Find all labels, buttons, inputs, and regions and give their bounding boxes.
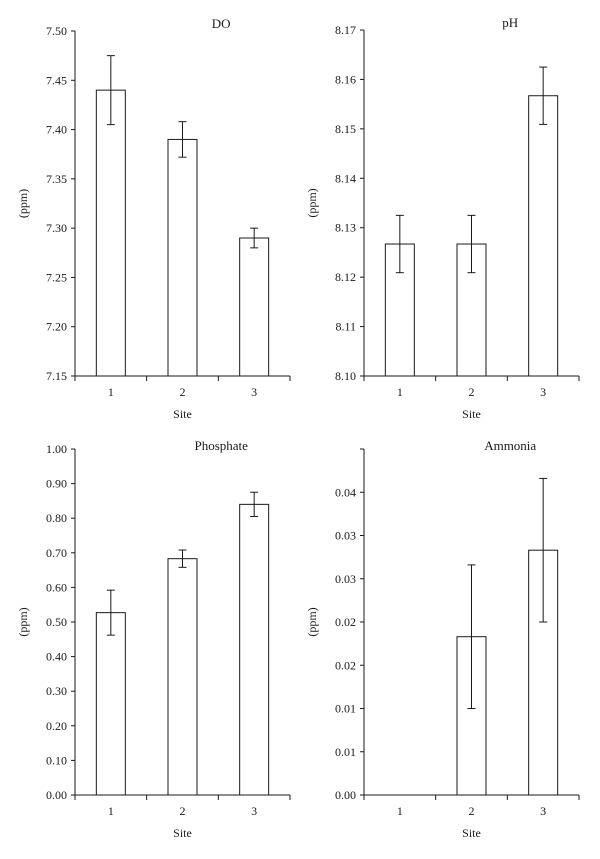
chart-do-x-label: Site [173, 407, 192, 421]
chart-phosphate-y-tick-label: 0.40 [46, 650, 67, 664]
chart-phosphate-y-tick-label: 0.30 [46, 684, 67, 698]
chart-ph-y-tick-label: 8.14 [335, 171, 356, 185]
chart-do-svg: 7.15 7.20 7.25 7.30 7.35 7.40 7.45 7.50 1 2 3 DO Sit… [16, 16, 291, 421]
chart-phosphate-bar [167, 558, 198, 796]
chart-phosphate-y-tick-label: 0.50 [46, 615, 67, 629]
chart-phosphate-x-label: Site [173, 826, 192, 840]
chart-phosphate-title: Phosphate [194, 438, 248, 453]
chart-ph-y-tick-label: 8.16 [335, 72, 356, 86]
chart-phosphate-y-tick-label: 1.00 [46, 442, 67, 456]
chart-ph-y-tick-label: 8.13 [335, 221, 356, 235]
chart-ph-y-tick-label: 8.10 [335, 369, 356, 383]
chart-ph: 8.10 8.11 8.12 8.13 8.14 8.15 8.16 8.17 1 2 3 pH Sit… [300, 0, 600, 430]
chart-do-bar [239, 237, 270, 377]
chart-do-x-tick-label: 1 [108, 385, 114, 399]
chart-ph-x-label: Site [462, 407, 481, 421]
chart-do-y-tick-label: 7.20 [46, 320, 67, 334]
chart-phosphate: 0.00 0.10 0.20 0.30 0.40 0.50 0.60 0.70 0.80 0.90… [0, 430, 300, 859]
chart-phosphate-x-tick-label: 2 [180, 804, 186, 818]
chart-phosphate-y-tick-label: 0.00 [46, 788, 67, 802]
chart-do-y-tick-label: 7.40 [46, 123, 67, 137]
chart-phosphate-y-tick-label: 0.10 [46, 753, 67, 767]
chart-ph-x-tick-label: 2 [469, 385, 475, 399]
chart-ammonia-x-tick-label: 1 [397, 804, 403, 818]
chart-ammonia-y-tick-label: 0.01 [335, 702, 356, 716]
chart-do-y-tick-label: 7.35 [46, 172, 67, 186]
chart-ammonia-y-tick-label: 0.02 [335, 615, 356, 629]
chart-ph-title: pH [502, 15, 518, 30]
chart-ammonia-svg: 0.00 0.01 0.01 0.02 0.02 0.03 0.03 0.04 1 2 3 Ammon… [305, 438, 580, 840]
chart-phosphate-y-tick-label: 0.80 [46, 511, 67, 525]
chart-ph-y-label: (ppm) [305, 188, 319, 217]
chart-ph-y-tick-label: 8.17 [335, 23, 356, 37]
chart-phosphate-x-tick-label: 3 [251, 804, 257, 818]
chart-do-y-tick-label: 7.15 [46, 369, 67, 383]
chart-do-bar [95, 89, 126, 377]
chart-phosphate-y-tick-label: 0.60 [46, 580, 67, 594]
chart-ammonia-y-tick-label: 0.00 [335, 788, 356, 802]
chart-do-y-tick-label: 7.50 [46, 24, 67, 38]
chart-do-y-tick-label: 7.45 [46, 73, 67, 87]
chart-ph-y-tick-label: 8.11 [335, 320, 356, 334]
chart-phosphate-y-tick-label: 0.70 [46, 546, 67, 560]
chart-ammonia-y-label: (ppm) [305, 607, 319, 636]
chart-ammonia-y-tick-label: 0.04 [335, 485, 356, 499]
chart-do-y-tick-label: 7.30 [46, 221, 67, 235]
chart-do-x-tick-label: 3 [251, 385, 257, 399]
chart-ph-y-tick-label: 8.12 [335, 270, 356, 284]
chart-do-y-label: (ppm) [16, 189, 30, 218]
chart-ammonia-x-tick-label: 2 [469, 804, 475, 818]
chart-ammonia-y-tick-label: 0.02 [335, 658, 356, 672]
chart-phosphate-svg: 0.00 0.10 0.20 0.30 0.40 0.50 0.60 0.70 0.80 0.90… [16, 438, 291, 840]
chart-phosphate-y-tick-label: 0.20 [46, 719, 67, 733]
chart-ammonia-x-tick-label: 3 [540, 804, 546, 818]
chart-do-bar [167, 138, 198, 377]
chart-phosphate-bar [95, 612, 126, 796]
chart-ammonia-y-tick-label: 0.03 [335, 572, 356, 586]
chart-ph-svg: 8.10 8.11 8.12 8.13 8.14 8.15 8.16 8.17 1 2 3 pH Sit… [305, 15, 580, 421]
chart-ammonia-title: Ammonia [484, 438, 536, 453]
chart-ammonia-y-tick-label: 0.03 [335, 529, 356, 543]
chart-ammonia: 0.00 0.01 0.01 0.02 0.02 0.03 0.03 0.04 1 2 3 Ammon… [300, 430, 600, 859]
chart-do-y-tick-label: 7.25 [46, 270, 67, 284]
chart-ammonia-x-label: Site [462, 826, 481, 840]
chart-do: 7.15 7.20 7.25 7.30 7.35 7.40 7.45 7.50 1 2 3 DO Sit… [0, 0, 300, 430]
chart-phosphate-bar [239, 503, 270, 796]
chart-ph-x-tick-label: 1 [397, 385, 403, 399]
chart-do-x-tick-label: 2 [180, 385, 186, 399]
chart-phosphate-x-tick-label: 1 [108, 804, 114, 818]
chart-do-title: DO [212, 16, 231, 31]
chart-phosphate-y-tick-label: 0.90 [46, 477, 67, 491]
chart-ph-x-tick-label: 3 [540, 385, 546, 399]
chart-ph-y-tick-label: 8.15 [335, 122, 356, 136]
chart-ph-bar [528, 95, 559, 377]
chart-phosphate-y-label: (ppm) [16, 607, 30, 636]
chart-ammonia-y-tick-label: 0.01 [335, 745, 356, 759]
